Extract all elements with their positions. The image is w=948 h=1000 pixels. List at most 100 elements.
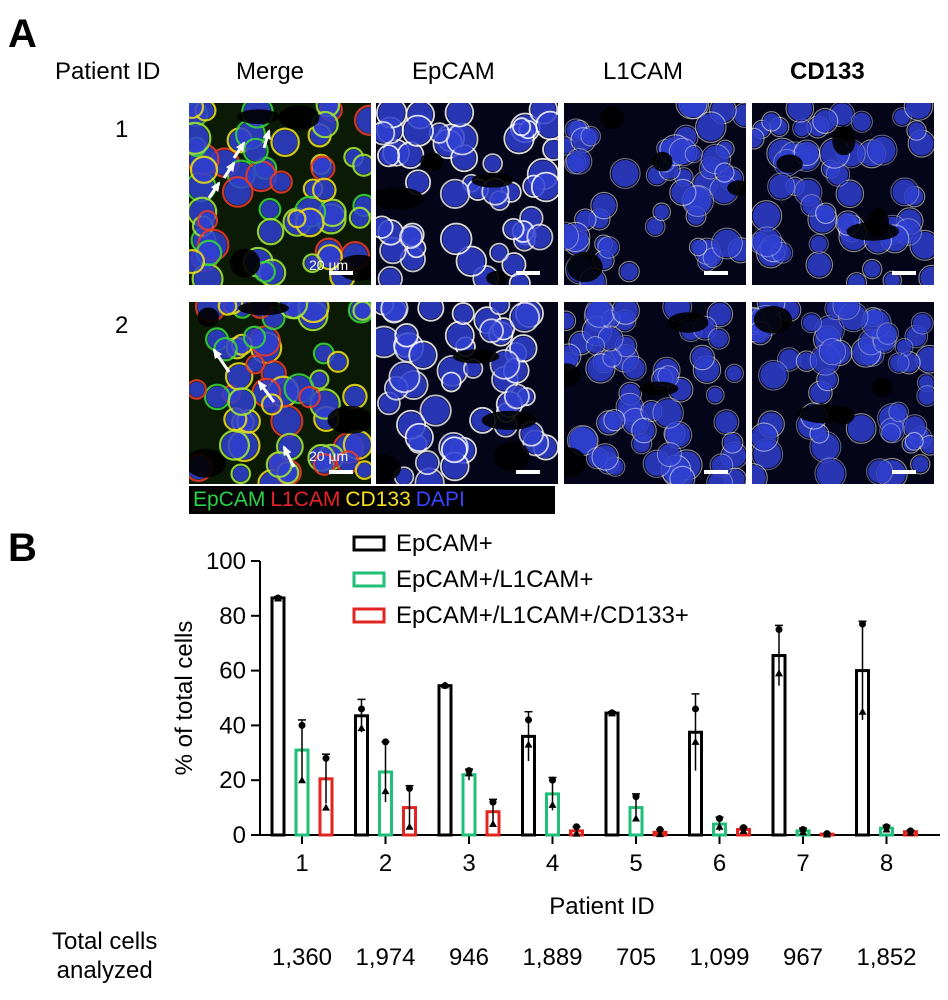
y-axis-label: % of total cells (171, 621, 198, 776)
data-point (406, 784, 413, 792)
data-point (548, 800, 557, 808)
data-point (322, 803, 330, 811)
x-tick-label: 6 (713, 850, 726, 877)
data-point (716, 815, 723, 823)
data-point (858, 707, 867, 715)
total-cells-value: 705 (615, 944, 657, 971)
row-header-patient-id: Patient ID (55, 58, 161, 85)
micrograph-image (376, 103, 558, 285)
x-tick-label: 7 (796, 850, 809, 877)
micrograph-image (752, 103, 934, 285)
scale-bar-label-row1: 20 µm (309, 257, 349, 273)
data-point (573, 823, 580, 831)
data-point (656, 830, 664, 838)
micrograph-image (564, 302, 746, 484)
data-point (906, 828, 915, 836)
data-point (799, 828, 807, 836)
data-point (525, 716, 532, 724)
y-tick-label: 100 (206, 548, 246, 575)
x-tick-label: 4 (546, 850, 559, 877)
data-point (322, 754, 330, 762)
data-point (775, 626, 783, 633)
micrograph-patient1-epcam (376, 103, 558, 285)
legend-entry: EpCAM+/L1CAM+/CD133+ (396, 602, 689, 629)
data-point (358, 705, 365, 713)
scale-bar-label-row2: 20 µm (309, 448, 349, 464)
data-point (775, 669, 783, 677)
data-point (739, 826, 748, 834)
row-label-2: 2 (115, 312, 129, 339)
data-point (882, 825, 891, 833)
bar (270, 596, 286, 837)
panel-b-letter: B (8, 526, 37, 570)
bar (354, 714, 369, 837)
data-point (691, 737, 700, 745)
micrograph-image (376, 302, 558, 484)
data-point (632, 793, 640, 801)
x-axis-label: Patient ID (549, 893, 654, 920)
legend-swatch (352, 571, 386, 588)
data-point (441, 681, 449, 689)
bar (604, 711, 620, 837)
data-point (405, 822, 414, 830)
y-tick-label: 60 (219, 658, 246, 685)
total-cells-value: 1,099 (689, 944, 750, 971)
legend-channel-dapi: DAPI (415, 488, 465, 511)
legend-swatch (352, 607, 386, 624)
data-point (465, 769, 473, 777)
micrograph-patient1-merge (189, 103, 371, 285)
total-cells-value: 967 (782, 944, 824, 971)
y-tick-label: 0 (233, 822, 246, 849)
data-point (859, 620, 866, 628)
data-point (632, 814, 640, 822)
data-point (489, 820, 497, 828)
legend-channel-cd133: CD133 (345, 488, 411, 511)
data-point (298, 721, 306, 729)
micrograph-patient1-cd133 (752, 103, 934, 285)
data-point (549, 776, 556, 784)
bar (437, 684, 453, 837)
x-tick-label: 1 (295, 850, 308, 877)
micrograph-patient1-l1cam (564, 103, 746, 285)
column-header-merge: Merge (236, 58, 305, 85)
column-header-epcam: EpCAM (412, 58, 495, 85)
total-cells-value: 1,889 (522, 944, 583, 971)
micrograph-image (189, 302, 371, 484)
data-point (692, 705, 699, 713)
column-header-l1cam: L1CAM (603, 58, 684, 85)
micrograph-patient2-epcam (376, 302, 558, 484)
total-cells-label-line1: Total cells (52, 928, 158, 955)
row-label-1: 1 (115, 116, 129, 143)
data-point (274, 594, 282, 602)
legend-channel-l1cam: L1CAM (270, 488, 341, 511)
data-point (489, 798, 497, 806)
total-cells-label-line2: analyzed (56, 956, 153, 984)
channel-color-legend: EpCAM L1CAM CD133 DAPI (189, 486, 555, 514)
bar (461, 773, 477, 837)
panel-a-letter: A (8, 12, 37, 56)
x-tick-label: 5 (629, 850, 642, 877)
data-point (357, 724, 366, 732)
data-point (381, 787, 390, 795)
data-point (298, 776, 306, 784)
micrograph-patient2-merge (189, 302, 371, 484)
column-header-cd133: CD133 (790, 58, 865, 85)
micrograph-image (564, 103, 746, 285)
y-tick-label: 20 (219, 767, 246, 794)
micrograph-patient2-l1cam (564, 302, 746, 484)
legend-swatch (352, 535, 386, 552)
micrograph-image (752, 302, 934, 484)
total-cells-value: 946 (448, 944, 490, 971)
data-point (823, 830, 831, 838)
bar-chart: 0 20 40 60 80 100 % of total cells 1 2 3 4 5 6 7 8 Pati… (171, 530, 940, 920)
data-point (656, 826, 664, 834)
total-cells-value: 1,974 (355, 944, 416, 971)
data-point (572, 829, 581, 837)
total-cells-value: 1,360 (271, 944, 333, 971)
legend-entry: EpCAM+ (396, 530, 493, 557)
data-point (382, 738, 389, 746)
data-point (715, 822, 724, 830)
y-tick-label: 40 (219, 712, 246, 739)
x-tick-label: 8 (880, 850, 893, 877)
data-point (524, 740, 533, 748)
